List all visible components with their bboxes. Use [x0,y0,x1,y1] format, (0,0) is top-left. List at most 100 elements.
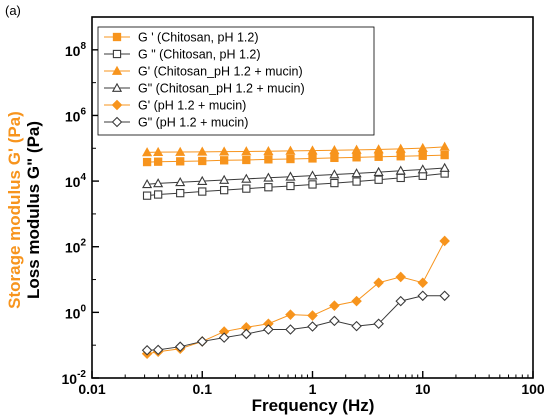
data-point [241,328,252,340]
data-point [241,173,252,183]
data-point [374,152,383,161]
legend-marker [111,82,123,92]
data-point [418,151,427,160]
data-point [141,344,153,356]
data-point [329,144,340,155]
data-point [307,310,318,321]
data-point [307,321,318,332]
legend-label: G " (Chitosan, pH 1.2) [138,48,261,62]
data-point [439,162,450,172]
data-point [417,277,429,289]
y-tick-label: 108 [65,41,87,59]
data-point [330,153,339,163]
legend-label: G ' (Chitosan, pH 1.2) [138,31,259,45]
data-point [285,145,296,155]
x-tick-label: 0.01 [78,381,105,397]
panel-label: (a) [5,3,21,18]
data-point [176,188,185,198]
data-point [439,235,450,247]
data-point [241,146,252,156]
y-tick-label: 104 [65,172,87,190]
data-point [439,141,450,151]
data-point [352,177,361,186]
data-point [219,146,230,156]
legend-marker [111,65,123,75]
series-6 [141,290,450,356]
data-point [352,153,361,162]
data-point [417,290,429,302]
data-point [373,144,384,154]
legend-marker [111,116,123,128]
data-point [198,187,207,196]
y-tick-label: 106 [65,106,87,124]
plot-area: 0.01 0.1 1 10 100 10-2 100 102 104 106 108 [62,16,545,397]
data-point [395,143,406,153]
data-point [395,271,406,283]
data-point [197,146,208,156]
legend: G ' (Chitosan, pH 1.2) G " (Chitosan, pH … [97,26,375,136]
data-point [308,180,317,189]
data-point [218,332,230,343]
data-point [142,147,153,157]
data-point [264,183,273,192]
data-point [153,146,164,157]
data-point [396,173,405,183]
y-tick-label: 100 [65,303,87,321]
data-point [351,144,362,154]
series-1 [142,150,449,167]
data-point [263,146,274,156]
x-axis-title: Frequency (Hz) [252,396,375,415]
data-point [373,318,384,330]
data-point [153,190,163,199]
legend-label: G" (Chitosan_pH 1.2 + mucin) [138,82,305,96]
data-point [285,171,296,181]
data-point [329,300,340,311]
data-point [440,150,449,160]
data-point [174,341,186,352]
data-point [142,191,152,200]
data-point [196,336,208,347]
data-point [152,344,164,356]
legend-item: G' (Chitosan_pH 1.2 + mucin) [104,65,303,79]
data-point [264,155,273,164]
data-point [286,154,295,164]
data-point [351,295,362,307]
data-point [330,178,339,188]
legend-label: G' (Chitosan_pH 1.2 + mucin) [138,65,303,79]
data-point [439,290,450,302]
data-point [351,168,362,178]
data-point [153,157,163,166]
x-tick-label: 0.1 [193,381,213,397]
legend-marker [112,49,122,59]
legend-label: G' (pH 1.2 + mucin) [138,99,246,113]
data-point [286,181,295,191]
data-point [198,156,207,166]
data-point [395,165,406,175]
legend-item: G' (pH 1.2 + mucin) [104,99,246,113]
legend-box [97,26,375,136]
legend-item: G ' (Chitosan, pH 1.2) [104,31,259,45]
data-point [307,170,318,180]
data-point [285,324,296,335]
data-point [153,178,164,188]
data-point [329,315,340,327]
legend-item: G" (pH 1.2 + mucin) [104,116,248,130]
data-point [308,154,317,163]
data-point [263,324,274,335]
data-point [142,157,152,167]
legend-item: G " (Chitosan, pH 1.2) [104,48,261,62]
series-3 [142,141,450,157]
x-tick-label: 10 [415,381,431,397]
y-tick-label: 102 [65,238,87,256]
data-point [396,152,405,161]
series-4 [142,162,450,189]
data-point [395,295,406,307]
data-point [285,309,296,320]
data-point [263,172,274,182]
x-tick-label: 1 [309,381,317,397]
data-point [307,145,318,155]
y-axis-title-loss: Loss modulus G" (Pa) [24,121,43,299]
legend-item: G" (Chitosan_pH 1.2 + mucin) [104,82,305,96]
